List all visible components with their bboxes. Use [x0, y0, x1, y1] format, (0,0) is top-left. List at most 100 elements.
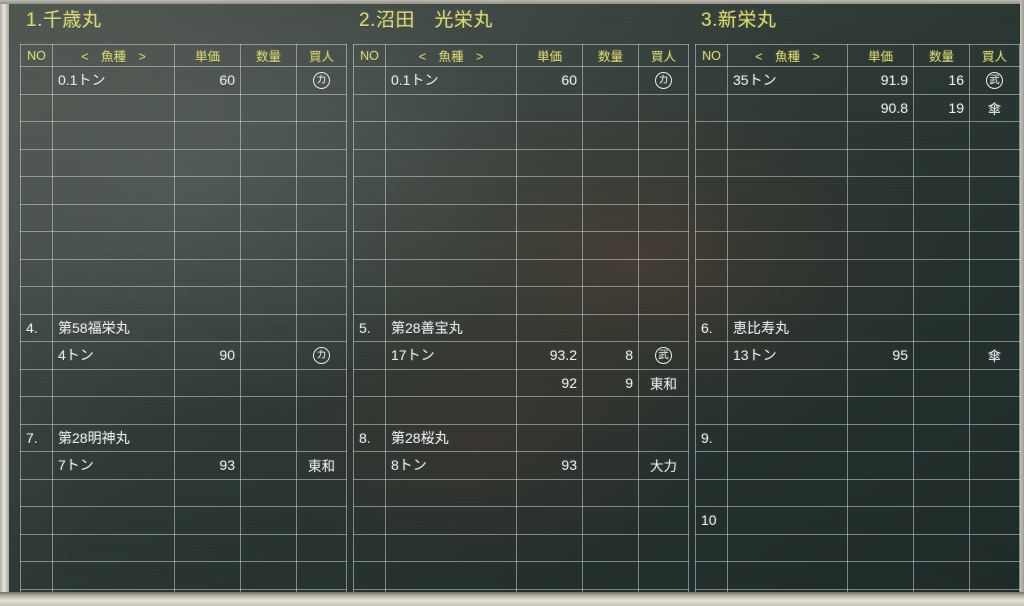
- table-row: [353, 506, 689, 535]
- cell-unit-price: [516, 176, 583, 205]
- buyer-circled-mark: 武: [655, 347, 672, 365]
- cell-quantity: [913, 286, 970, 315]
- cell-no: [353, 561, 386, 590]
- table-row: [695, 148, 1020, 177]
- cell-no: [20, 533, 53, 562]
- cell-buyer: [969, 313, 1020, 342]
- cell-no: [695, 203, 728, 232]
- buyer-circled-mark: カ: [313, 347, 330, 365]
- buyer-circled-mark: カ: [655, 72, 672, 90]
- table-row: [695, 121, 1020, 150]
- table-row: [353, 478, 689, 507]
- cell-buyer: [969, 148, 1020, 177]
- table-row: [353, 533, 689, 562]
- cell-no: [20, 451, 53, 480]
- table-row: [20, 203, 347, 232]
- cell-no: [695, 368, 728, 397]
- auction-table-3: NO < 魚種 > 単価 数量 買人 35トン 91.9 16 武 90.8 19 傘 6. 恵…: [695, 44, 1020, 595]
- cell-price: [174, 423, 241, 452]
- cell-unit-price: [174, 176, 241, 205]
- cell-buyer: [969, 533, 1020, 562]
- cell-vessel-name: 第28明神丸: [52, 423, 175, 452]
- cell-no: [20, 368, 53, 397]
- cell-fish-kind: [727, 368, 848, 397]
- cell-price: [516, 423, 583, 452]
- cell-unit-price: [174, 506, 241, 535]
- cell-unit-price: 95: [847, 341, 914, 370]
- table-body-1: 0.1トン 60 カ 4. 第58福栄丸 4トン 90 カ 7. 第28明神丸 7トン 93 東和: [20, 66, 347, 595]
- table-row: 17トン 93.2 8 武: [353, 341, 689, 370]
- cell-quantity: [582, 396, 639, 425]
- cell-unit-price: [174, 478, 241, 507]
- cell-buyer: [296, 368, 347, 397]
- cell-buyer: [969, 121, 1020, 150]
- table-row: [20, 286, 347, 315]
- cell-fish-kind: [385, 561, 517, 590]
- cell-unit-price: 93: [516, 451, 583, 480]
- cell-unit-price: [516, 561, 583, 590]
- cell-fish-kind: [385, 258, 517, 287]
- cell-fish-kind: [385, 286, 517, 315]
- cell-quantity: [240, 561, 297, 590]
- cell-unit-price: [174, 93, 241, 122]
- cell-no: [20, 203, 53, 232]
- cell-unit-price: [847, 286, 914, 315]
- cell-buyer: カ: [296, 66, 347, 95]
- cell-quantity: [582, 286, 639, 315]
- cell-qty: [582, 313, 639, 342]
- cell-no: [353, 66, 386, 95]
- cell-unit-price: [516, 148, 583, 177]
- vessel-header-row: 8. 第28桜丸: [353, 423, 689, 452]
- cell-buyer: [296, 478, 347, 507]
- cell-fish-kind: [385, 368, 517, 397]
- cell-fish-kind: [727, 478, 848, 507]
- cell-no: [20, 341, 53, 370]
- cell-fish-kind: [727, 533, 848, 562]
- cell-no: [20, 396, 53, 425]
- cell-fish-kind: [52, 231, 175, 260]
- table-row: [20, 148, 347, 177]
- cell-quantity: [582, 258, 639, 287]
- cell-quantity: [582, 478, 639, 507]
- cell-buyer: 東和: [296, 451, 347, 480]
- cell-buyer: [969, 423, 1020, 452]
- col-header-no: NO: [353, 44, 386, 67]
- cell-no: [695, 341, 728, 370]
- cell-fish-kind: [52, 478, 175, 507]
- cell-fish-kind: [385, 231, 517, 260]
- cell-fish-kind: [52, 286, 175, 315]
- cell-buyer: [638, 176, 689, 205]
- table-row: [20, 506, 347, 535]
- cell-no: [20, 286, 53, 315]
- col-header-price: 単価: [516, 44, 583, 67]
- table-body-3: 35トン 91.9 16 武 90.8 19 傘 6. 恵比寿丸 13トン 95 傘 9. 10: [695, 66, 1020, 595]
- cell-no: [20, 148, 53, 177]
- cell-no: [353, 368, 386, 397]
- cell-quantity: [582, 148, 639, 177]
- cell-qty: [913, 506, 970, 535]
- cell-price: [174, 313, 241, 342]
- cell-fish-kind: [385, 176, 517, 205]
- cell-buyer: [296, 286, 347, 315]
- cell-unit-price: 90: [174, 341, 241, 370]
- cell-quantity: [913, 478, 970, 507]
- cell-no: [353, 148, 386, 177]
- cell-fish-kind: [727, 396, 848, 425]
- table-row: [20, 561, 347, 590]
- chalkboard-surface: 1.千歳丸 NO < 魚種 > 単価 数量 買人 0.1トン 60 カ 4. 第58福栄…: [8, 3, 1022, 595]
- col-header-price: 単価: [174, 44, 241, 67]
- cell-quantity: [913, 231, 970, 260]
- cell-quantity: [240, 368, 297, 397]
- cell-buyer: 東和: [638, 368, 689, 397]
- cell-no: [353, 203, 386, 232]
- table-row: 92 9 東和: [353, 368, 689, 397]
- cell-fish-kind: [52, 148, 175, 177]
- cell-unit-price: 93.2: [516, 341, 583, 370]
- cell-buyer: [638, 286, 689, 315]
- cell-unit-price: [847, 231, 914, 260]
- table-row: [353, 176, 689, 205]
- table-row: [695, 258, 1020, 287]
- cell-buyer: [638, 478, 689, 507]
- cell-no: 6.: [695, 313, 728, 342]
- col-header-kind: < 魚種 >: [727, 44, 848, 67]
